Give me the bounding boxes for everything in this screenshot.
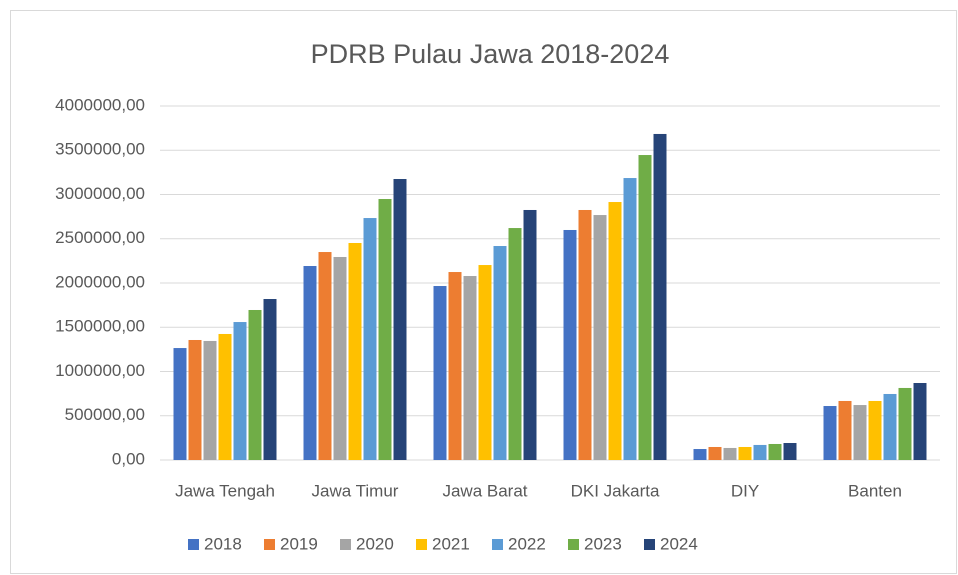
y-tick-label: 2000000,00: [55, 272, 145, 291]
bar: [303, 266, 317, 460]
legend-swatch: [416, 539, 427, 550]
bar: [623, 178, 637, 460]
legend-label: 2018: [204, 534, 242, 553]
x-tick-label: Jawa Tengah: [175, 481, 275, 500]
y-tick-label: 0,00: [112, 449, 145, 468]
bar: [263, 299, 277, 460]
bar: [348, 242, 362, 460]
bar: [448, 272, 462, 460]
bar: [868, 400, 882, 460]
bar: [653, 133, 667, 460]
bar: [523, 209, 537, 460]
bar: [883, 393, 897, 460]
bar: [478, 265, 492, 460]
y-tick-label: 3000000,00: [55, 184, 145, 203]
bar: [768, 443, 782, 460]
y-tick-label: 4000000,00: [55, 95, 145, 114]
bar: [913, 383, 927, 460]
bar: [218, 333, 232, 460]
bar: [738, 446, 752, 460]
bar: [463, 276, 477, 460]
bar: [823, 406, 837, 460]
bar: [233, 322, 247, 460]
bar: [188, 339, 202, 460]
x-tick-label: Jawa Barat: [442, 481, 527, 500]
bar: [493, 246, 507, 460]
y-tick-label: 500000,00: [65, 405, 145, 424]
legend-label: 2022: [508, 534, 546, 553]
bar: [363, 218, 377, 460]
legend-label: 2019: [280, 534, 318, 553]
legend-swatch: [568, 539, 579, 550]
bar: [378, 199, 392, 461]
legend-label: 2023: [584, 534, 622, 553]
bar: [173, 348, 187, 460]
legend-swatch: [188, 539, 199, 550]
bar: [783, 443, 797, 460]
bar: [753, 444, 767, 460]
bar: [593, 215, 607, 460]
chart-title: PDRB Pulau Jawa 2018-2024: [311, 39, 670, 69]
legend-swatch: [644, 539, 655, 550]
y-tick-label: 1500000,00: [55, 317, 145, 336]
bar: [333, 256, 347, 460]
legend-swatch: [492, 539, 503, 550]
x-tick-label: Jawa Timur: [312, 481, 399, 500]
legend-label: 2020: [356, 534, 394, 553]
bar: [578, 209, 592, 460]
bar: [563, 229, 577, 460]
legend-label: 2021: [432, 534, 470, 553]
bar: [508, 228, 522, 460]
bar: [638, 155, 652, 461]
bar: [723, 447, 737, 460]
legend-swatch: [264, 539, 275, 550]
bar: [708, 446, 722, 460]
bar: [608, 202, 622, 460]
legend-label: 2024: [660, 534, 698, 553]
y-tick-label: 2500000,00: [55, 228, 145, 247]
bar: [693, 449, 707, 460]
bar: [853, 405, 867, 460]
legend-swatch: [340, 539, 351, 550]
x-tick-label: DIY: [731, 481, 759, 500]
y-tick-label: 3500000,00: [55, 140, 145, 159]
bar: [248, 309, 262, 460]
bar: [203, 340, 217, 460]
x-tick-label: DKI Jakarta: [571, 481, 660, 500]
bar: [393, 179, 407, 460]
x-tick-label: Banten: [848, 481, 902, 500]
bar: [433, 286, 447, 460]
bar: [838, 400, 852, 460]
bar: [318, 252, 332, 460]
bar: [898, 387, 912, 460]
y-tick-label: 1000000,00: [55, 361, 145, 380]
